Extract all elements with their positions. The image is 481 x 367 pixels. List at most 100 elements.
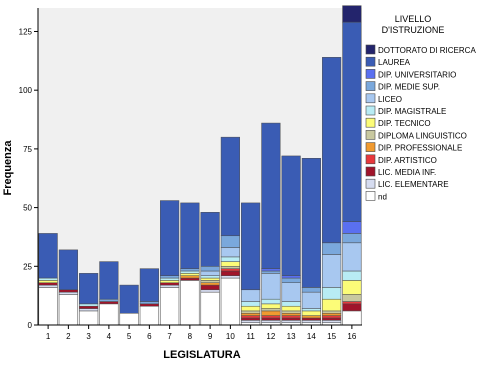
bar-segment: [99, 303, 119, 326]
bar-segment: [281, 317, 301, 321]
x-tick-label: 4: [107, 332, 112, 341]
bar-segment: [220, 235, 240, 248]
legend-label: nd: [378, 192, 387, 201]
bar-segment: [322, 320, 342, 323]
bar-segment: [200, 289, 220, 293]
legend-label: DOTTORATO DI RICERCA: [378, 46, 476, 55]
bar-segment: [200, 282, 220, 286]
legend-swatch: [365, 166, 376, 177]
bar-segment: [241, 301, 261, 307]
legend-swatch: [365, 117, 376, 128]
bar-segment: [200, 284, 220, 291]
bar-segment: [342, 270, 362, 281]
bar-segment: [220, 270, 240, 276]
bar-segment: [241, 317, 261, 321]
bar-segment: [322, 57, 342, 244]
bar-segment: [139, 301, 159, 305]
bar-segment: [322, 315, 342, 319]
bar-segment: [38, 282, 58, 286]
x-tick-label: 6: [147, 332, 152, 341]
bar-segment: [79, 310, 99, 326]
bar-segment: [180, 280, 200, 326]
y-tick-label: 75: [23, 145, 32, 154]
bar-segment: [301, 315, 321, 319]
bar-segment: [220, 261, 240, 267]
bar-segment: [301, 320, 321, 323]
bar-segment: [160, 284, 180, 288]
bar-segment: [301, 317, 321, 321]
bar-segment: [200, 266, 220, 272]
bar-segment: [301, 308, 321, 312]
bar-segment: [180, 270, 200, 274]
legend-swatch: [365, 93, 376, 104]
bar-segment: [220, 277, 240, 326]
bar-segment: [180, 273, 200, 276]
bar-segment: [281, 310, 301, 314]
bar-segment: [200, 212, 220, 267]
y-tick-label: 125: [19, 27, 33, 36]
x-tick-label: 7: [167, 332, 172, 341]
x-tick-label: 8: [188, 332, 193, 341]
bars-group: [38, 5, 362, 326]
bar-segment: [38, 284, 58, 288]
bar-segment: [220, 247, 240, 258]
bar-segment: [38, 280, 58, 283]
bar-segment: [261, 308, 281, 312]
bar-segment: [200, 280, 220, 283]
bar-segment: [281, 277, 301, 283]
legend-swatch: [365, 191, 376, 201]
bar-segment: [139, 303, 159, 307]
bar-segment: [160, 280, 180, 283]
x-tick-label: 15: [327, 332, 336, 341]
bar-segment: [241, 310, 261, 314]
bar-segment: [261, 310, 281, 316]
legend-label: DIP. MEDIE SUP.: [378, 83, 440, 92]
bar-segment: [241, 305, 261, 312]
legend-swatch: [365, 178, 376, 189]
bar-segment: [342, 5, 362, 23]
legend-title: LIVELLO: [395, 14, 432, 24]
bar-segment: [322, 310, 342, 314]
bar-segment: [342, 301, 362, 305]
bar-segment: [261, 320, 281, 323]
x-tick-label: 13: [287, 332, 296, 341]
bar-segment: [119, 313, 139, 326]
bar-segment: [342, 303, 362, 312]
legend-swatch: [365, 56, 376, 67]
bar-segment: [160, 275, 180, 279]
bar-segment: [139, 268, 159, 302]
x-tick-label: 2: [66, 332, 71, 341]
x-tick-label: 5: [127, 332, 132, 341]
bar-segment: [281, 320, 301, 323]
x-axis-title: LEGISLATURA: [163, 349, 240, 361]
bar-segment: [180, 268, 200, 272]
bar-segment: [79, 308, 99, 312]
bar-segment: [342, 233, 362, 244]
bar-segment: [220, 256, 240, 262]
bar-segment: [301, 310, 321, 316]
bar-segment: [342, 242, 362, 272]
bar-segment: [139, 305, 159, 326]
legend-label: LIC. MEDIA INF.: [378, 168, 436, 177]
x-tick-label: 12: [266, 332, 275, 341]
bar-segment: [38, 287, 58, 326]
bar-segment: [261, 273, 281, 300]
bar-segment: [342, 310, 362, 326]
bar-segment: [58, 291, 78, 295]
bar-segment: [301, 287, 321, 293]
bar-segment: [241, 315, 261, 319]
bar-segment: [241, 320, 261, 323]
legend-swatch: [365, 81, 376, 91]
legend-swatch: [365, 154, 376, 165]
bar-segment: [58, 249, 78, 291]
bar-segment: [79, 303, 99, 307]
legend-title: D'ISTRUZIONE: [382, 25, 445, 35]
bar-segment: [261, 303, 281, 309]
bar-segment: [261, 298, 281, 305]
bar-segment: [180, 275, 200, 279]
bar-segment: [58, 289, 78, 293]
bar-segment: [119, 284, 139, 314]
legend-swatch: [365, 69, 376, 79]
x-tick-label: 11: [246, 332, 255, 341]
